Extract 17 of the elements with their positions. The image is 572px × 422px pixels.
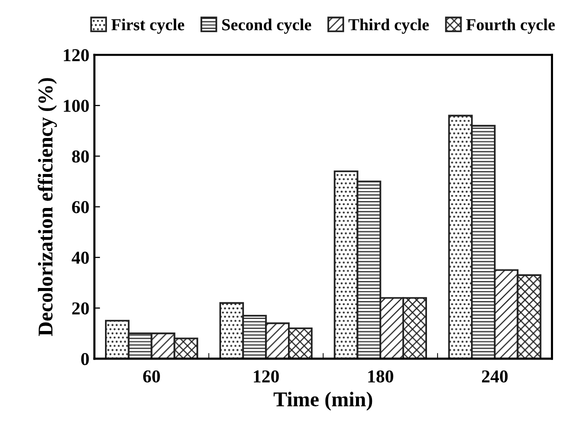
legend-label: First cycle (111, 18, 184, 34)
legend-label: Second cycle (222, 18, 312, 34)
x-tick-label: 60 (143, 370, 160, 383)
y-tick-label: 0 (81, 352, 89, 366)
y-tick-label: 80 (72, 150, 89, 163)
legend-label: Third cycle (348, 18, 429, 34)
y-tick-label: 120 (64, 49, 89, 62)
legend-label: Fourth cycle (466, 18, 555, 34)
x-tick-label: 120 (254, 370, 279, 383)
y-tick-label: 40 (72, 252, 89, 264)
y-tick-label: 60 (72, 201, 89, 214)
y-axis-title: Decolorization efficiency (%) (38, 78, 57, 336)
x-tick-label: 240 (482, 370, 508, 383)
x-tick-label: 180 (368, 370, 394, 383)
y-tick-label: 20 (72, 302, 89, 314)
x-axis-title: Time (min) (274, 392, 372, 411)
y-tick-label: 100 (64, 100, 89, 112)
